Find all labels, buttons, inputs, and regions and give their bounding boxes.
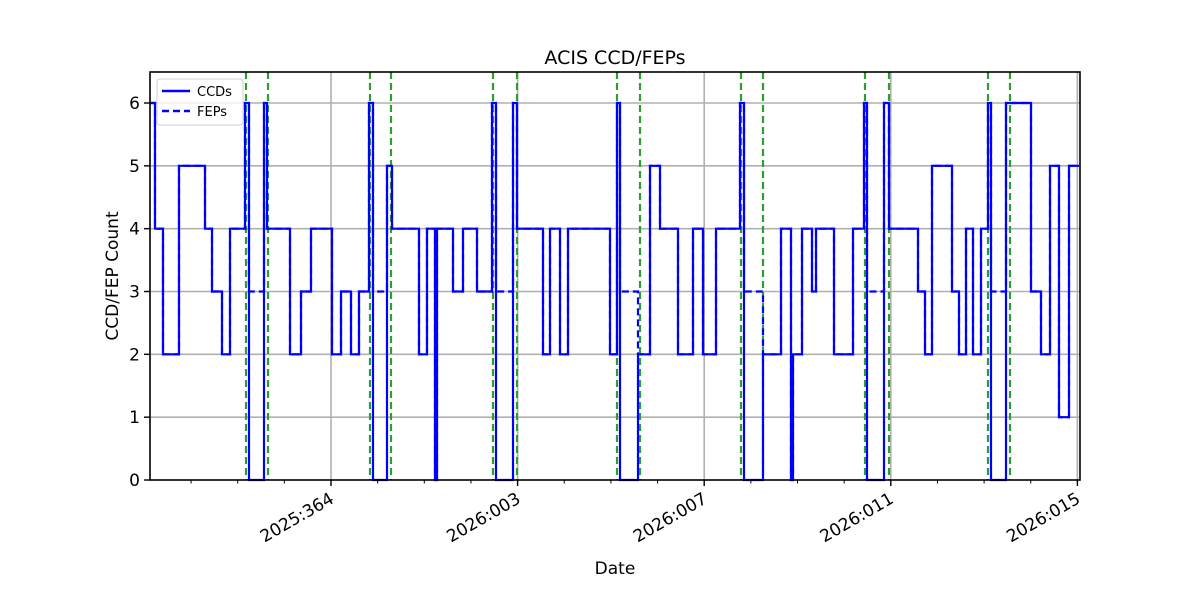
series-ccds: [150, 101, 1079, 482]
x-tick-label: 2025:364: [257, 489, 338, 547]
x-axis-label: Date: [595, 559, 636, 579]
y-tick-label: 0: [129, 471, 140, 491]
x-tick-label: 2026:007: [630, 489, 711, 547]
y-tick-label: 1: [129, 408, 140, 428]
axes-frame: [149, 71, 1081, 481]
legend: CCDs FEPs: [156, 78, 244, 126]
y-tick-label: 6: [129, 94, 140, 114]
y-axis-label: CCD/FEP Count: [103, 211, 123, 341]
chart-title: ACIS CCD/FEPs: [544, 47, 685, 69]
legend-ccds-label: CCDs: [197, 85, 232, 100]
data-series: [150, 101, 1079, 482]
x-axis-ticks: 2025:364 2026:003 2026:007 2026:011 2026:015: [190, 480, 1084, 547]
y-tick-label: 4: [129, 220, 140, 240]
legend-feps-label: FEPs: [197, 105, 227, 120]
x-tick-label: 2026:003: [444, 489, 525, 547]
x-tick-label: 2026:015: [1003, 489, 1084, 547]
x-tick-label: 2026:011: [817, 489, 898, 547]
y-axis-ticks: 0 1 2 3 4 5 6: [129, 94, 150, 491]
y-tick-label: 5: [129, 157, 140, 177]
green-vertical-markers: [244, 72, 1012, 480]
y-tick-label: 3: [129, 283, 140, 303]
y-tick-label: 2: [129, 345, 140, 365]
